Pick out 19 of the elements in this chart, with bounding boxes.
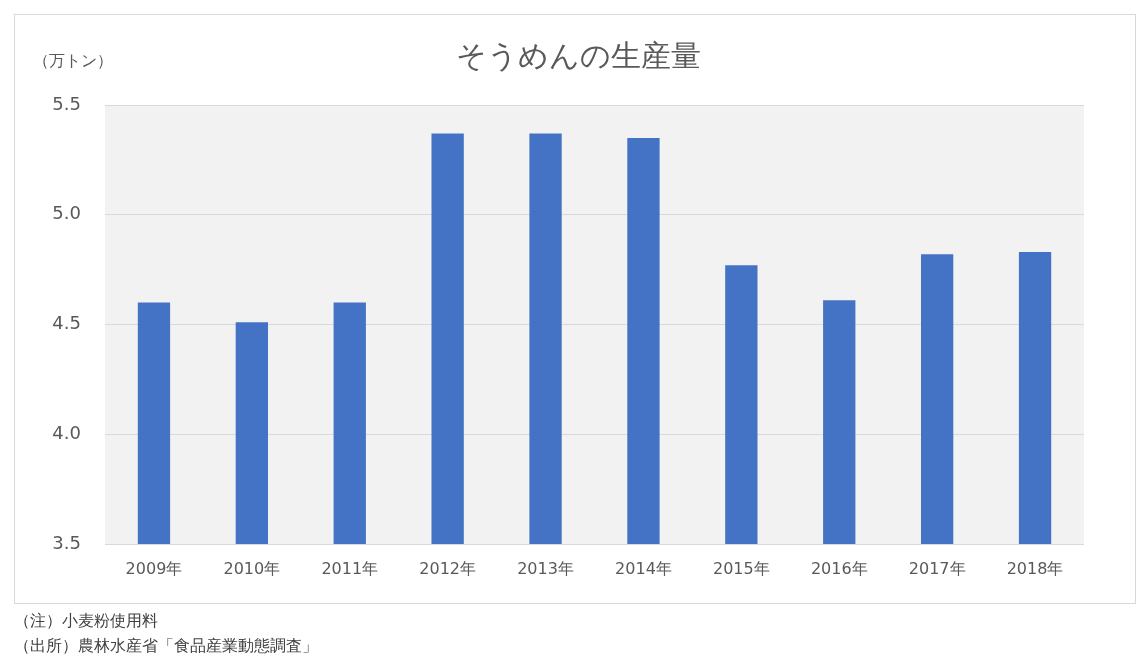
y-tick-label: 4.5 xyxy=(52,312,81,334)
chart-title: そうめんの生産量 xyxy=(455,37,701,73)
text: （出所）農林水産省「食品産業動態調査」 xyxy=(14,635,318,657)
y-tick-label: 3.5 xyxy=(52,531,81,553)
x-tick-label: 2016年 xyxy=(810,558,868,578)
text: （注）小麦粉使用料 xyxy=(14,610,159,632)
y-tick-label: 5.0 xyxy=(52,202,81,224)
x-tick-label: 2010年 xyxy=(223,558,281,578)
x-tick-label: 2018年 xyxy=(1006,558,1064,578)
y-tick-label: 5.5 xyxy=(52,92,81,114)
x-tick-label: 2015年 xyxy=(712,558,770,578)
x-tick-label: 2011年 xyxy=(321,558,379,578)
x-tick-label: 2009年 xyxy=(125,558,183,578)
x-tick-label: 2013年 xyxy=(517,558,574,578)
y-tick-label: 4.0 xyxy=(52,421,81,443)
x-tick-label: 2014年 xyxy=(615,558,672,578)
y-axis-title: （万トン） xyxy=(33,51,113,71)
x-tick-label: 2017年 xyxy=(908,558,966,578)
x-tick-label: 2012年 xyxy=(419,558,477,578)
